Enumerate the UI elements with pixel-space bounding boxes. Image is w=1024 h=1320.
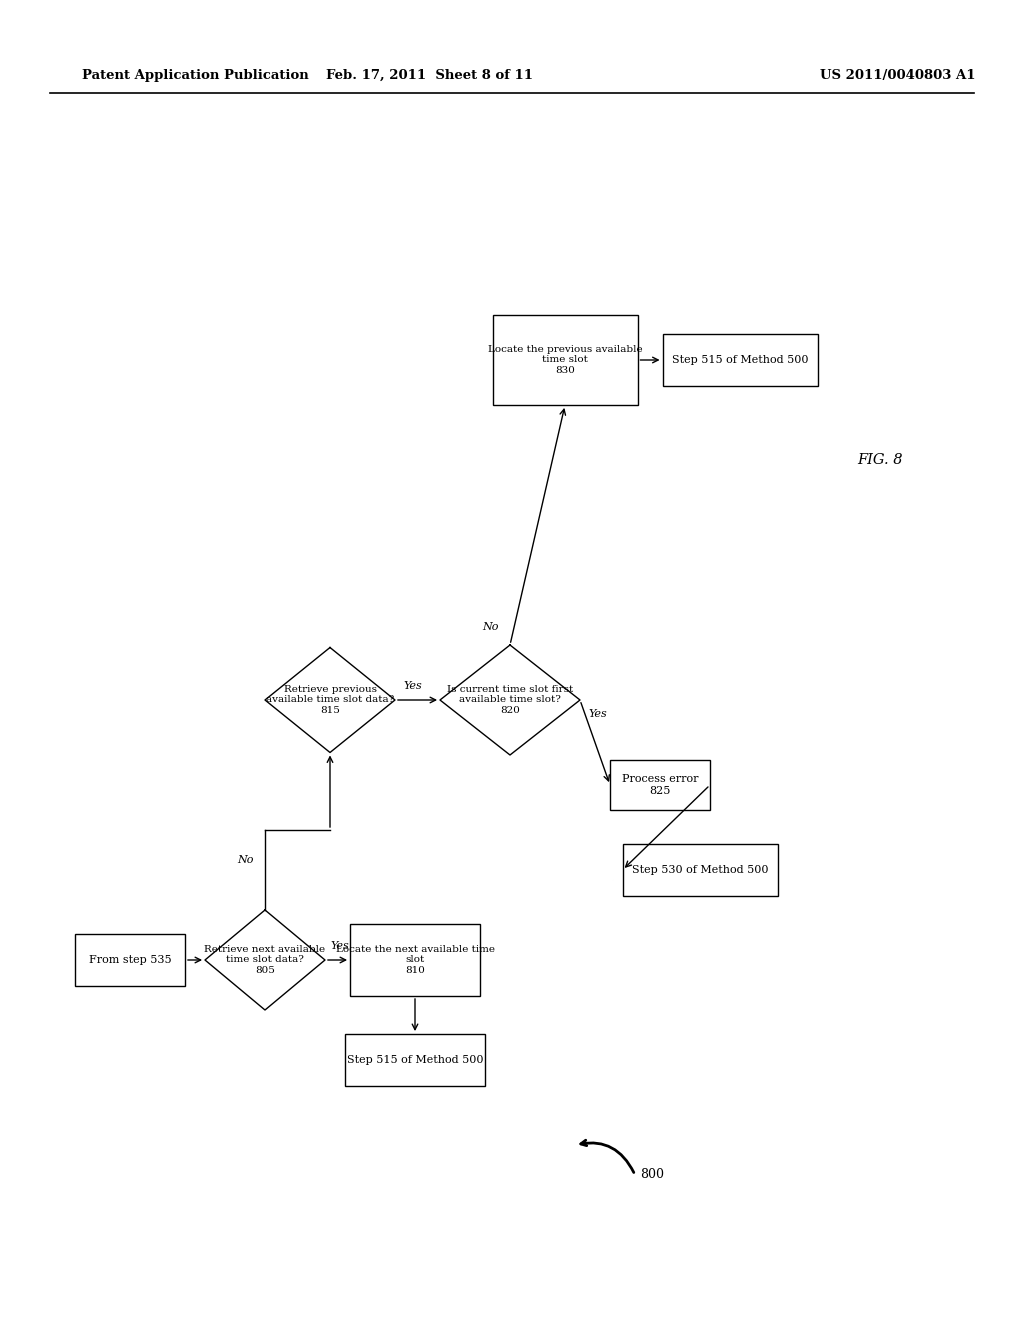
Text: Retrieve previous
available time slot data?
815: Retrieve previous available time slot da… — [266, 685, 394, 715]
Text: No: No — [237, 855, 253, 865]
Text: Retrieve next available
time slot data?
805: Retrieve next available time slot data? … — [205, 945, 326, 975]
Text: Yes: Yes — [403, 681, 422, 690]
Bar — [350, 924, 480, 997]
Bar — [610, 760, 710, 810]
Text: No: No — [481, 622, 499, 632]
Text: Step 515 of Method 500: Step 515 of Method 500 — [672, 355, 808, 366]
Bar — [663, 334, 817, 385]
Text: Step 515 of Method 500: Step 515 of Method 500 — [347, 1055, 483, 1065]
Text: Locate the next available time
slot
810: Locate the next available time slot 810 — [336, 945, 495, 975]
Polygon shape — [205, 909, 325, 1010]
Bar — [345, 1034, 485, 1086]
Polygon shape — [265, 648, 395, 752]
Text: 800: 800 — [640, 1168, 664, 1181]
Text: FIG. 8: FIG. 8 — [857, 453, 903, 467]
Text: From step 535: From step 535 — [89, 954, 171, 965]
Text: Patent Application Publication: Patent Application Publication — [82, 69, 309, 82]
Bar — [493, 315, 638, 405]
Text: Process error
825: Process error 825 — [622, 775, 698, 796]
Text: Yes: Yes — [589, 709, 607, 719]
Text: Yes: Yes — [331, 941, 349, 950]
Text: Is current time slot first
available time slot?
820: Is current time slot first available tim… — [446, 685, 573, 715]
Bar — [623, 843, 777, 896]
Polygon shape — [440, 645, 580, 755]
Text: Feb. 17, 2011  Sheet 8 of 11: Feb. 17, 2011 Sheet 8 of 11 — [327, 69, 534, 82]
Text: Step 530 of Method 500: Step 530 of Method 500 — [632, 865, 768, 875]
Text: Locate the previous available
time slot
830: Locate the previous available time slot … — [487, 345, 642, 375]
Text: US 2011/0040803 A1: US 2011/0040803 A1 — [820, 69, 976, 82]
Bar — [75, 935, 185, 986]
